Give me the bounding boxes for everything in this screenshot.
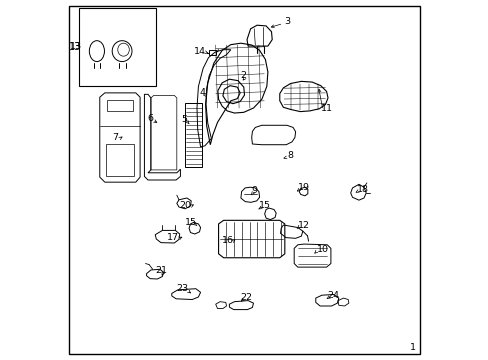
Text: 21: 21 (155, 266, 166, 275)
Text: 7: 7 (112, 133, 119, 142)
Bar (185, 103, 202, 167)
Text: 2: 2 (240, 71, 246, 80)
Text: 17: 17 (166, 233, 178, 242)
Text: 14: 14 (193, 47, 205, 56)
Text: 4: 4 (199, 89, 204, 98)
Text: 13: 13 (69, 42, 81, 52)
Text: 12: 12 (297, 220, 309, 230)
Text: 18: 18 (356, 185, 368, 194)
Text: 5: 5 (181, 115, 186, 124)
Text: 3: 3 (284, 17, 289, 26)
Text: 22: 22 (240, 292, 252, 302)
Bar (209, 50, 216, 55)
Text: 23: 23 (176, 284, 188, 293)
Bar (107, 100, 133, 111)
Text: 8: 8 (287, 151, 293, 160)
Text: 9: 9 (251, 186, 257, 195)
Bar (106, 144, 134, 176)
Text: 10: 10 (316, 245, 328, 253)
Text: 20: 20 (179, 201, 191, 210)
Text: 11: 11 (320, 104, 332, 113)
Text: 15: 15 (259, 202, 271, 210)
Text: 16: 16 (222, 236, 234, 245)
Text: 15: 15 (184, 218, 196, 227)
Bar (79, 8, 156, 86)
Text: 13: 13 (70, 42, 82, 51)
Text: 24: 24 (327, 291, 339, 300)
Text: 1: 1 (409, 343, 415, 352)
Text: 6: 6 (147, 114, 153, 122)
Text: 19: 19 (297, 183, 309, 192)
